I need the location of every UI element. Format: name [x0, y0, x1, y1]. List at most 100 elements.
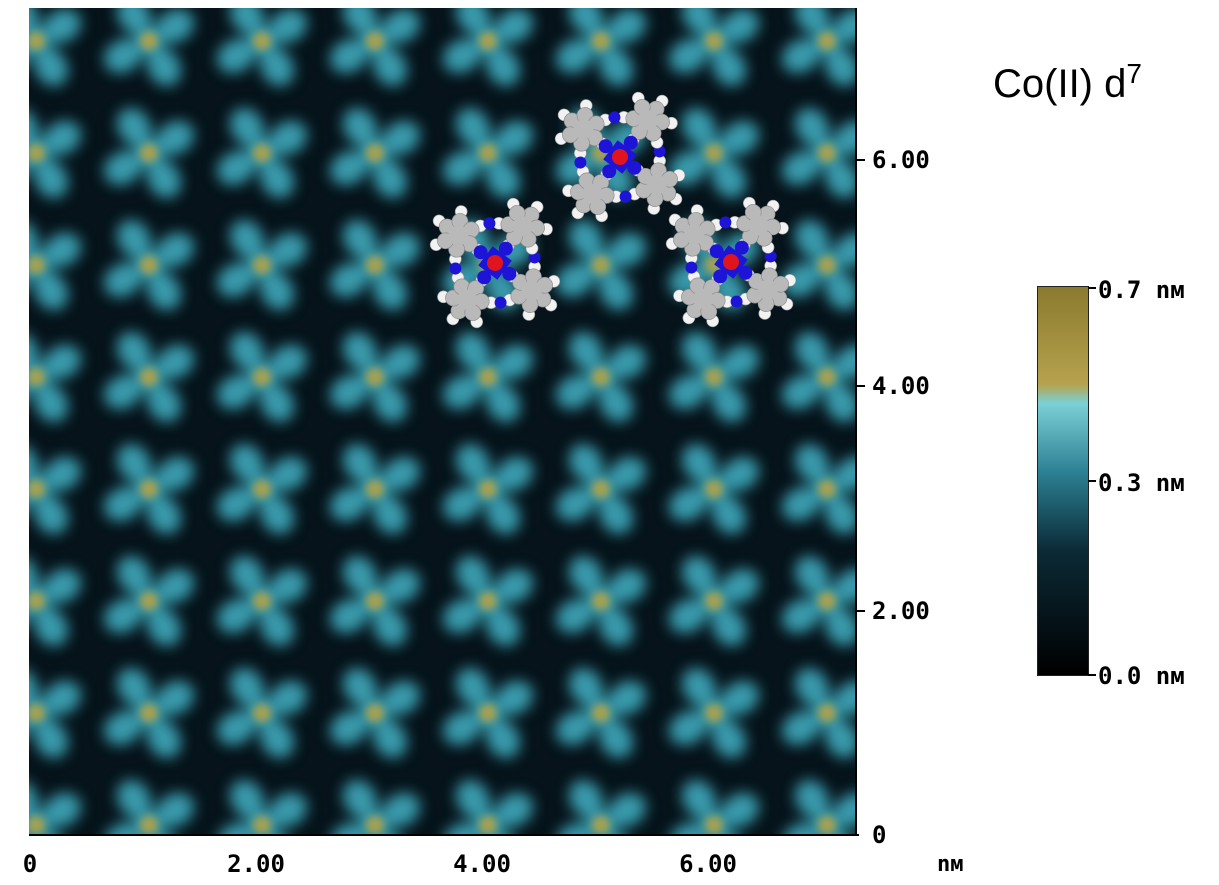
- molecule-lobe: [146, 159, 182, 199]
- cobalt-center: [29, 480, 45, 498]
- molecule-lobe: [342, 555, 378, 595]
- nitrogen-atom: [734, 240, 749, 255]
- molecule-lobe: [607, 344, 647, 380]
- molecule-lobe: [381, 120, 421, 156]
- y-tick-6: 6.00: [872, 146, 930, 174]
- molecule-lobe: [455, 555, 491, 595]
- molecule-lobe: [259, 47, 295, 87]
- cobalt-center: [29, 368, 45, 386]
- molecule-lobe: [555, 486, 595, 522]
- molecule-lobe: [42, 792, 82, 828]
- height-colorbar: [1037, 286, 1089, 676]
- carbon-atom: [684, 224, 705, 245]
- molecule-lobe: [442, 150, 482, 186]
- molecule-lobe: [29, 219, 39, 259]
- molecule-lobe: [824, 495, 855, 535]
- molecule-lobe: [442, 598, 482, 634]
- molecule-lobe: [555, 374, 595, 410]
- molecule-lobe: [794, 8, 830, 35]
- molecule-lobe: [598, 271, 634, 311]
- molecule-lobe: [29, 8, 39, 35]
- cobalt-center: [29, 704, 45, 722]
- molecule-lobe: [381, 680, 421, 716]
- molecule-lobe: [720, 344, 760, 380]
- molecule-lobe: [833, 344, 855, 380]
- colorbar-tick: [1088, 674, 1096, 676]
- carbon-atom: [757, 279, 778, 300]
- molecule-lobe: [833, 8, 855, 44]
- molecule-lobe: [555, 262, 595, 298]
- molecule-lobe: [216, 262, 256, 298]
- carbon-atom: [457, 289, 478, 310]
- cobalt-center: [818, 368, 836, 386]
- molecule-lobe: [229, 219, 265, 259]
- molecule-lobe: [455, 667, 491, 707]
- x-axis-line: [29, 834, 859, 836]
- molecule-lobe: [455, 107, 491, 147]
- molecule-lobe: [116, 8, 152, 35]
- nitrogen-atom: [477, 270, 492, 285]
- molecule-lobe: [442, 374, 482, 410]
- carbon-atom: [573, 119, 594, 140]
- molecule-lobe: [33, 271, 69, 311]
- nitrogen-atom: [449, 262, 462, 275]
- molecule-lobe: [229, 8, 265, 35]
- molecule-lobe: [720, 456, 760, 492]
- molecule-lobe: [33, 47, 69, 87]
- molecule-lobe: [216, 38, 256, 74]
- molecule-lobe: [155, 232, 195, 268]
- molecule-lobe: [711, 495, 747, 535]
- nitrogen-atom: [483, 217, 496, 230]
- cobalt-center: [140, 704, 158, 722]
- molecule-lobe: [42, 232, 82, 268]
- molecule-lobe: [116, 331, 152, 371]
- metal-label-superscript: 7: [1126, 58, 1142, 89]
- molecular-model: [429, 197, 561, 329]
- cobalt-center: [366, 592, 384, 610]
- molecule-lobe: [33, 159, 69, 199]
- cobalt-center: [366, 704, 384, 722]
- cobalt-center: [253, 816, 271, 834]
- molecule-lobe: [833, 792, 855, 828]
- molecule-lobe: [216, 486, 256, 522]
- molecule-lobe: [494, 568, 534, 604]
- colorbar-tick: [1088, 287, 1096, 289]
- molecule-lobe: [329, 374, 369, 410]
- molecular-model: [554, 91, 686, 223]
- nitrogen-atom: [719, 216, 732, 229]
- molecule-lobe: [116, 667, 152, 707]
- molecule-lobe: [455, 779, 491, 819]
- molecule-lobe: [568, 331, 604, 371]
- molecule-lobe: [494, 456, 534, 492]
- cobalt-center: [366, 368, 384, 386]
- molecule-lobe: [372, 495, 408, 535]
- molecule-lobe: [668, 710, 708, 746]
- molecule-lobe: [29, 667, 39, 707]
- y-tick-2: 2.00: [872, 597, 930, 625]
- molecule-lobe: [216, 150, 256, 186]
- cobalt-center: [366, 480, 384, 498]
- cobalt-center: [479, 816, 497, 834]
- molecule-centers: [29, 32, 836, 834]
- carbon-atom: [693, 288, 714, 309]
- cobalt-center: [592, 592, 610, 610]
- molecule-lobe: [381, 232, 421, 268]
- cobalt-center: [140, 592, 158, 610]
- molecule-lobe: [485, 607, 521, 647]
- cobalt-center: [818, 256, 836, 274]
- molecule-lobe: [555, 38, 595, 74]
- molecule-lobe: [103, 710, 143, 746]
- molecule-lobe: [833, 680, 855, 716]
- molecule-lobe: [494, 680, 534, 716]
- molecule-lobe: [824, 719, 855, 759]
- molecule-lobe: [33, 607, 69, 647]
- cobalt-center: [818, 704, 836, 722]
- molecule-lobe: [568, 443, 604, 483]
- molecule-lobe: [42, 120, 82, 156]
- molecule-lobe: [116, 555, 152, 595]
- molecule-lobe: [342, 667, 378, 707]
- molecule-lobe: [268, 792, 308, 828]
- molecule-lobe: [33, 495, 69, 535]
- cobalt-center: [592, 256, 610, 274]
- cobalt-atom: [723, 254, 739, 270]
